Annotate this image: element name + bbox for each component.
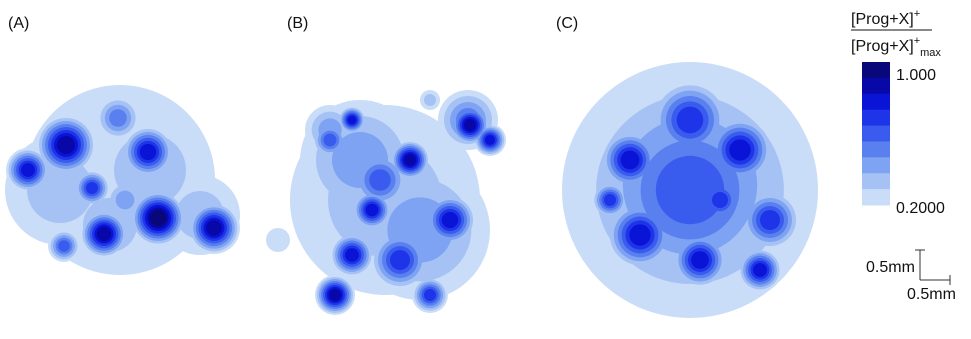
contour-region: [604, 194, 616, 206]
contour-region: [348, 116, 357, 125]
scale-vertical-label: 0.5mm: [866, 259, 915, 276]
contour-region: [390, 250, 410, 270]
contour-region: [369, 169, 391, 191]
colorbar: [862, 62, 890, 206]
scale-horizontal-label: 0.5mm: [907, 286, 956, 303]
contour-region: [150, 210, 166, 226]
panel-label: (B): [287, 15, 308, 32]
colorbar-swatch: [862, 62, 890, 78]
colorbar-swatch: [862, 173, 890, 189]
contour-region: [485, 135, 495, 145]
colorbar-title: [Prog+X]+: [851, 8, 920, 28]
contour-region: [97, 227, 111, 241]
contour-region: [424, 289, 436, 301]
colorbar-swatch: [862, 126, 890, 142]
contour-maps: [5, 62, 818, 318]
contour-region: [691, 251, 709, 269]
colorbar-swatch: [862, 157, 890, 173]
colorbar-swatch: [862, 141, 890, 157]
contour-region: [464, 119, 476, 131]
contour-region: [629, 224, 650, 245]
colorbar-denominator: [Prog+X]+max: [851, 35, 941, 59]
contour-region: [729, 139, 750, 160]
contour-region: [424, 94, 436, 106]
contour-region: [677, 107, 704, 134]
colorbar-max-label: 1.000: [896, 67, 936, 84]
colorbar-swatch: [862, 94, 890, 110]
contour-region: [404, 154, 416, 166]
contour-region: [760, 210, 780, 230]
contour-region: [206, 220, 222, 236]
contour-region: [656, 156, 724, 224]
contour-region: [621, 151, 640, 170]
contour-region: [366, 204, 379, 217]
contour-region: [57, 136, 75, 154]
contour-region: [58, 240, 70, 252]
contour-region: [86, 182, 98, 194]
contour-region: [140, 144, 156, 160]
contour-region: [442, 212, 458, 228]
scale-bar: [915, 250, 950, 285]
contour-region: [329, 289, 341, 301]
contour-region: [753, 263, 767, 277]
colorbar-swatch: [862, 78, 890, 94]
contour-region: [116, 191, 135, 210]
contour-region: [21, 163, 35, 177]
colorbar-min-label: 0.2000: [896, 200, 945, 217]
panel-label: (A): [8, 15, 29, 32]
contour-region: [324, 134, 337, 147]
contour-region: [712, 192, 728, 208]
panel-label: (C): [556, 15, 578, 32]
colorbar-swatch: [862, 189, 890, 205]
figure: (A) (B) (C) [Prog+X]+ [Prog+X]+max 1.000…: [0, 0, 971, 334]
colorbar-swatch: [862, 110, 890, 126]
contour-region: [109, 109, 127, 127]
contour-region: [266, 228, 290, 252]
contour-region: [345, 248, 359, 262]
